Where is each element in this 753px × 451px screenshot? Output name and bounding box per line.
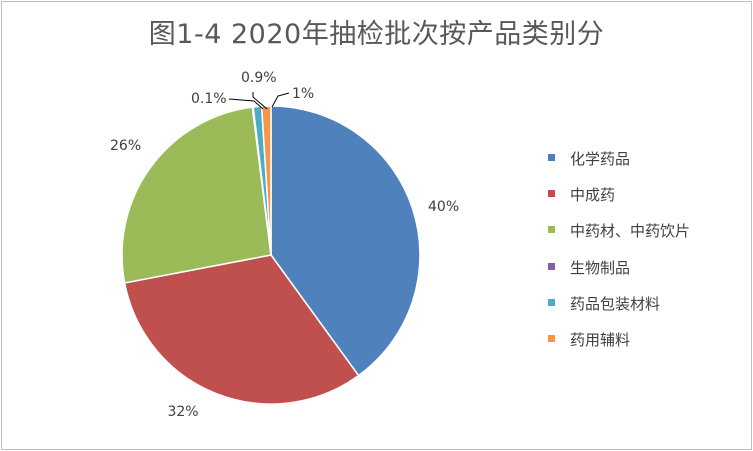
legend-swatch [548, 154, 555, 161]
data-label-6: 1% [292, 86, 314, 102]
legend-label: 生物制品 [570, 258, 631, 277]
leader-line-5 [252, 92, 268, 110]
leader-line-4 [228, 98, 264, 110]
leader-line-6 [271, 92, 290, 108]
data-label-2: 32% [167, 404, 198, 420]
pie-slice-1 [270, 105, 421, 377]
legend-swatch [548, 334, 555, 342]
legend-swatch [548, 190, 555, 198]
legend-label: 药用辅料 [570, 330, 631, 349]
legend-swatch [548, 226, 555, 234]
legend-swatch [548, 262, 555, 270]
legend-label: 药品包装材料 [570, 294, 661, 313]
data-label-4: 0.1% [191, 91, 227, 107]
pie-slice-6 [260, 105, 272, 256]
pie-slice-2 [123, 254, 360, 405]
legend-label: 中药材、中药饮片 [570, 222, 691, 241]
data-label-1: 40% [428, 199, 459, 215]
pie-slice-3 [121, 106, 272, 284]
legend-label: 化学药品 [570, 150, 631, 168]
chart-title: 图1-4 2020年抽检批次按产品类别分 [148, 19, 605, 50]
data-label-3: 26% [110, 138, 141, 154]
legend-swatch [548, 298, 555, 306]
legend-label: 中成药 [570, 186, 616, 205]
data-label-5: 0.9% [241, 70, 277, 86]
